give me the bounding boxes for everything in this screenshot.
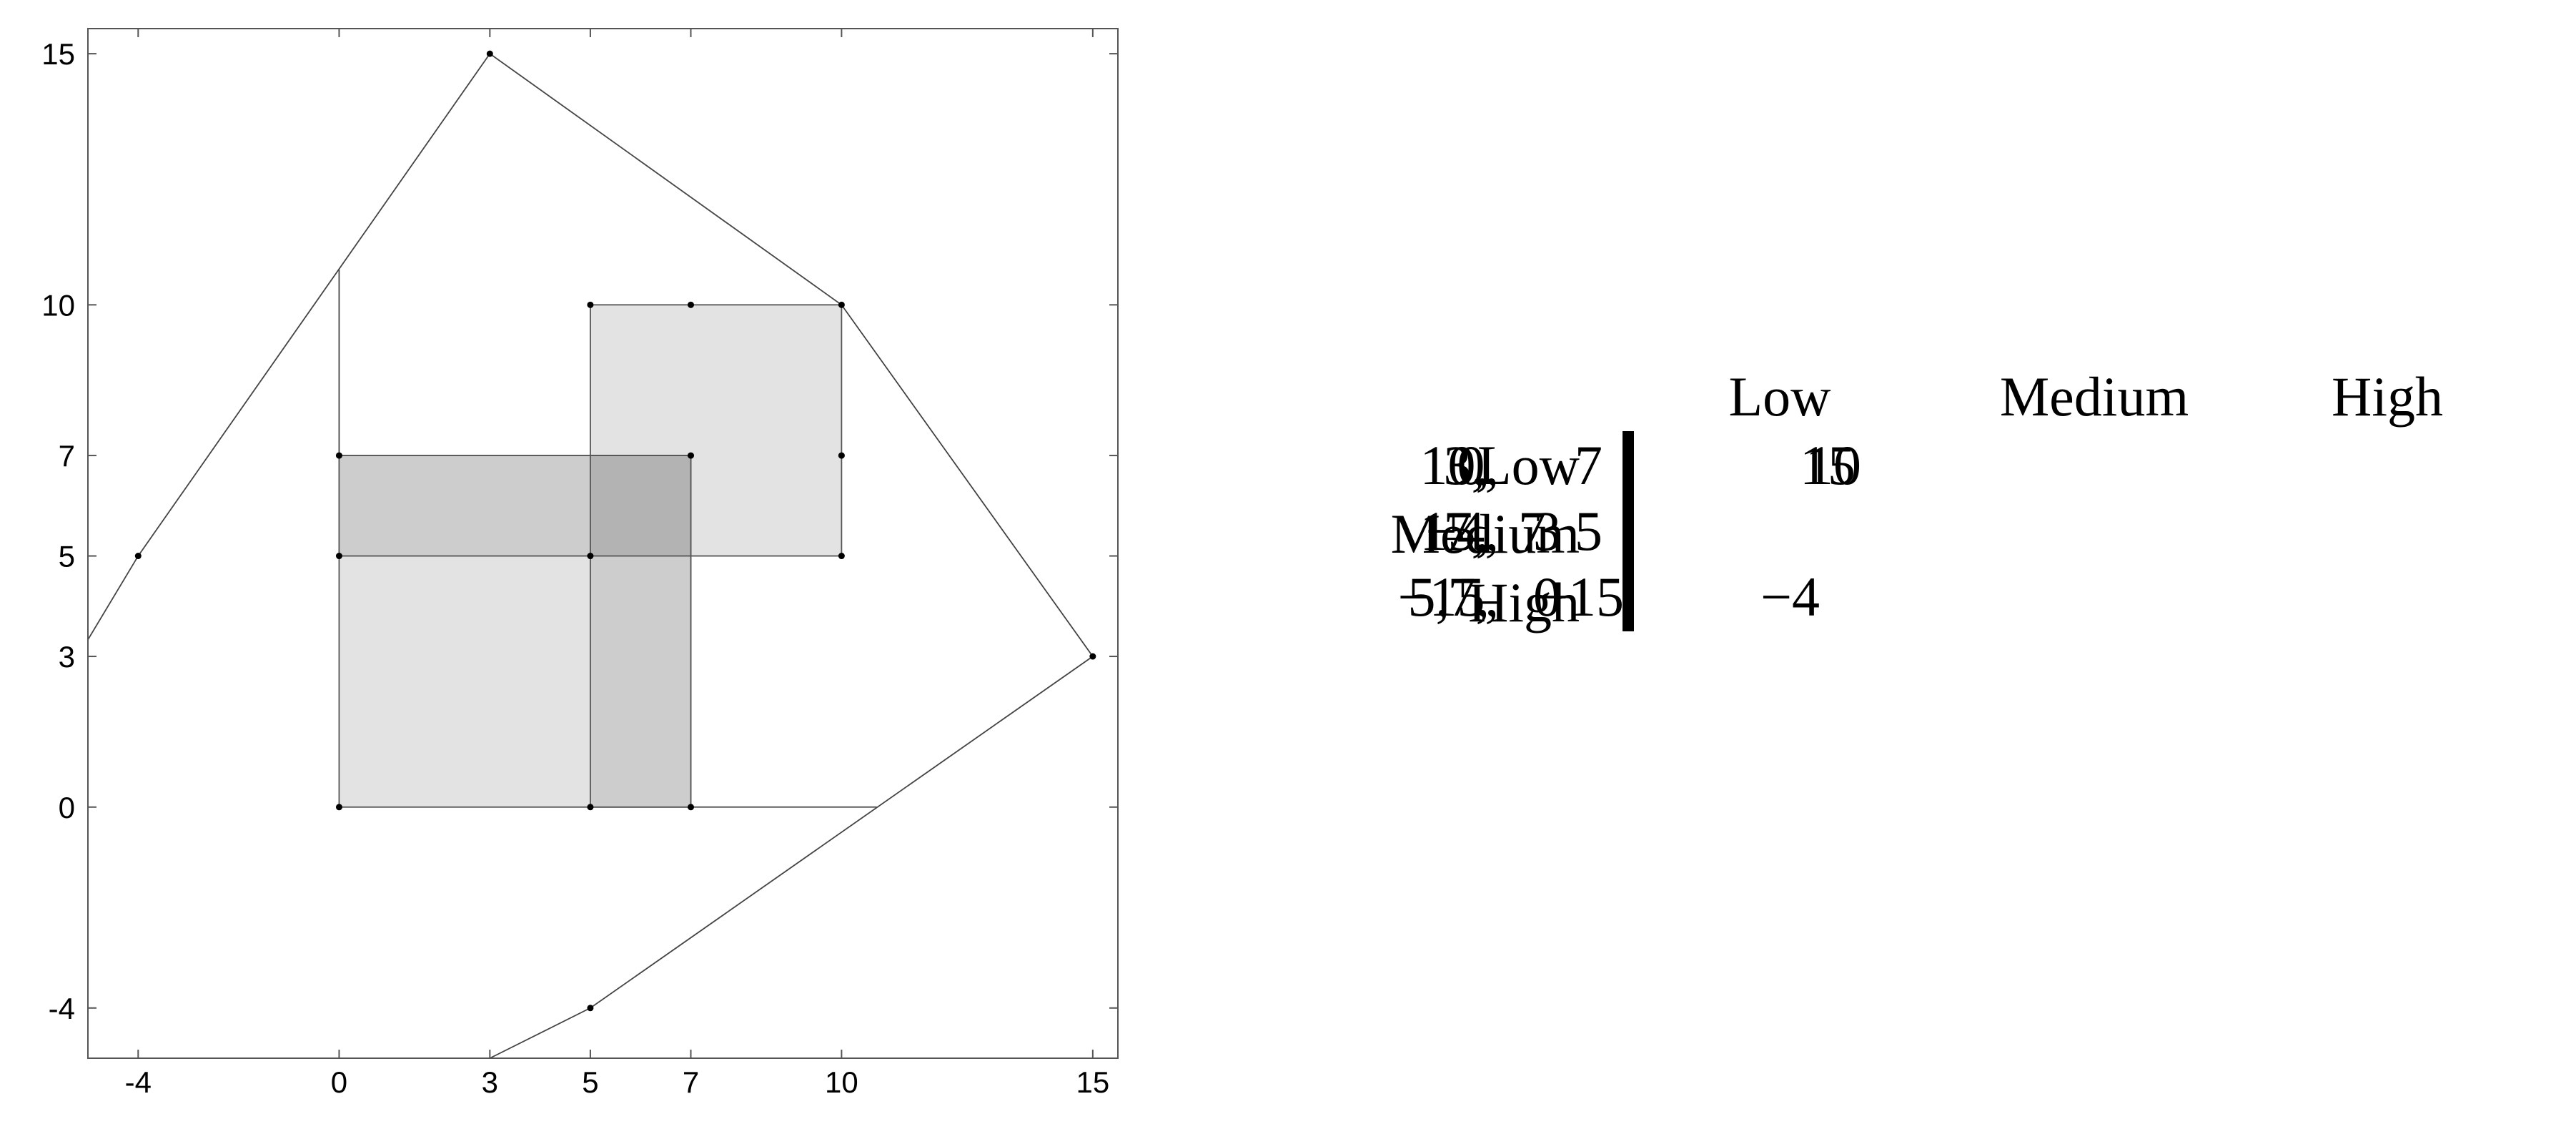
payoff-col-value: 10 bbox=[1805, 434, 1861, 496]
payoff-cell: −4, 5 bbox=[1426, 497, 1634, 566]
payoff-col-value: 0 bbox=[1533, 566, 1561, 628]
x-tick-label: 3 bbox=[482, 1065, 498, 1099]
payoff-row-value: 5, bbox=[1407, 566, 1450, 628]
payoff-point bbox=[134, 553, 142, 560]
payoff-row-value: 3, bbox=[1443, 434, 1486, 496]
payoff-point bbox=[688, 452, 695, 459]
payoff-col-value: 7 bbox=[1518, 500, 1546, 562]
axis-ticks: -4 0 3 5 7 10 15 -4 0 3 5 7 10 15 bbox=[41, 29, 1118, 1099]
y-tick-label: -4 bbox=[49, 992, 75, 1025]
payoff-point bbox=[587, 804, 594, 811]
payoff-cell: 0, 7 bbox=[1457, 431, 1634, 500]
table-row: 15, 3 7, 7 −4, 5 bbox=[1420, 497, 1634, 566]
payoff-cell: 7, 0 bbox=[1448, 563, 1628, 631]
x-tick-label: 10 bbox=[825, 1065, 858, 1099]
x-tick-label: 5 bbox=[582, 1065, 598, 1099]
y-tick-label: 5 bbox=[59, 540, 75, 573]
payoff-cell: 3, 15 bbox=[1444, 431, 1856, 500]
payoff-region-plot: -4 0 3 5 7 10 15 -4 0 3 5 7 10 15 bbox=[41, 28, 1119, 1099]
payoff-col-value: −15 bbox=[1537, 566, 1624, 628]
y-tick-label: 7 bbox=[59, 439, 75, 473]
column-header-low: Low bbox=[1728, 365, 1831, 428]
plot-frame bbox=[87, 28, 1119, 1059]
row-label-medium: Medium bbox=[1390, 503, 1580, 565]
payoff-cell: 10, 10 bbox=[1420, 431, 1861, 500]
payoff-cell: 5, −4 bbox=[1408, 563, 1820, 631]
y-tick-label: 10 bbox=[41, 288, 75, 322]
payoff-col-value: 3 bbox=[1533, 500, 1561, 562]
payoff-row-value: −4, bbox=[1425, 500, 1500, 562]
payoff-point bbox=[486, 50, 493, 57]
payoff-point bbox=[688, 301, 695, 308]
payoff-points bbox=[134, 50, 1096, 1012]
payoff-cell: 7, 7 bbox=[1444, 497, 1631, 566]
payoff-point bbox=[587, 553, 594, 560]
y-tick-label: 15 bbox=[41, 37, 75, 71]
payoff-point bbox=[335, 452, 342, 459]
payoff-cell: 15, 3 bbox=[1420, 497, 1628, 566]
row-label-high: High bbox=[1468, 571, 1580, 633]
payoff-region bbox=[590, 455, 692, 557]
x-tick-label: 0 bbox=[331, 1065, 347, 1099]
payoff-row-value: −15, bbox=[1397, 566, 1500, 628]
payoff-row-value: 15, bbox=[1420, 500, 1490, 562]
payoff-row-value: 10, bbox=[1420, 434, 1490, 496]
payoff-col-value: 5 bbox=[1575, 500, 1602, 562]
payoff-col-value: 7 bbox=[1575, 434, 1602, 496]
payoff-point bbox=[688, 804, 695, 811]
payoff-point bbox=[335, 553, 342, 560]
payoff-row-value: 7, bbox=[1443, 500, 1486, 562]
payoff-point bbox=[587, 1005, 594, 1012]
payoff-row-value: 0, bbox=[1457, 434, 1500, 496]
payoff-point bbox=[587, 301, 594, 308]
y-tick-label: 3 bbox=[59, 640, 75, 674]
x-tick-label: 15 bbox=[1076, 1065, 1109, 1099]
column-header-medium: Medium bbox=[1999, 365, 2189, 428]
x-tick-label: 7 bbox=[683, 1065, 699, 1099]
y-tick-label: 0 bbox=[59, 791, 75, 824]
table-row: 7, 0 5, −4 −15, −15 bbox=[1398, 563, 1820, 631]
payoff-point bbox=[838, 452, 845, 459]
column-headers: Low Medium High bbox=[1344, 365, 2573, 429]
payoff-table: 10, 10 3, 15 0, 7 15, 3 7, 7 −4, bbox=[1398, 431, 1861, 631]
payoff-point bbox=[1089, 653, 1096, 660]
payoff-col-value: −4 bbox=[1760, 566, 1820, 628]
payoff-point bbox=[838, 301, 845, 308]
column-header-high: High bbox=[2332, 365, 2443, 428]
payoff-row-value: 7, bbox=[1447, 566, 1490, 628]
table-row: 10, 10 3, 15 0, 7 bbox=[1420, 431, 1861, 500]
x-tick-label: -4 bbox=[125, 1065, 152, 1099]
shaded-regions bbox=[338, 304, 843, 808]
payoff-cell: −15, −15 bbox=[1398, 563, 1634, 631]
payoff-point bbox=[838, 553, 845, 560]
payoff-point bbox=[335, 804, 342, 811]
row-label-low: Low bbox=[1477, 434, 1580, 496]
payoff-col-value: 15 bbox=[1800, 434, 1856, 496]
